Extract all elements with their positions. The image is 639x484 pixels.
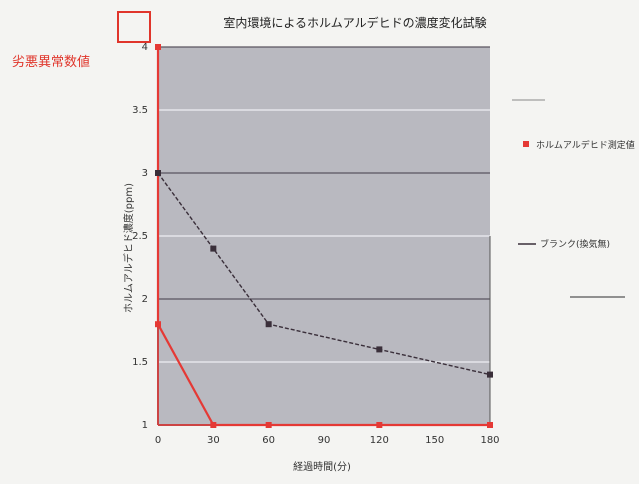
x-tick-label: 120 bbox=[370, 435, 389, 446]
x-tick-label: 30 bbox=[207, 435, 220, 446]
annotation-label: 劣悪異常数値 bbox=[12, 54, 90, 70]
legend-label-series-1: ホルムアルデヒド測定値 bbox=[536, 139, 635, 151]
annotation-box bbox=[117, 11, 151, 43]
legend-label-series-2: ブランク(換気無) bbox=[540, 238, 610, 250]
legend: ホルムアルデヒド測定値 ブランク(換気無) bbox=[512, 99, 635, 298]
y-tick-label: 4 bbox=[142, 42, 148, 53]
series-1-point bbox=[376, 422, 383, 428]
grid-layer bbox=[158, 46, 490, 363]
x-tick-label: 60 bbox=[262, 435, 275, 446]
series-1-point bbox=[210, 422, 217, 428]
y-tick-label: 3 bbox=[142, 168, 148, 179]
series-2-point bbox=[376, 346, 383, 353]
y-axis-title: ホルムアルデヒド濃度(ppm) bbox=[122, 183, 135, 313]
series-1-point bbox=[155, 321, 161, 328]
series-2-point bbox=[210, 245, 217, 252]
series-2-point bbox=[487, 371, 493, 378]
x-tick-label: 150 bbox=[425, 435, 444, 446]
y-tick-label: 3.5 bbox=[132, 105, 148, 116]
y-tick-label: 1 bbox=[142, 420, 148, 431]
series-2-point bbox=[155, 170, 161, 176]
legend-marker-series-1 bbox=[523, 141, 529, 147]
x-axis-title: 経過時間(分) bbox=[293, 460, 351, 473]
series-1-point bbox=[265, 422, 272, 428]
series-1-point bbox=[155, 44, 161, 50]
y-tick-label: 2 bbox=[142, 294, 148, 305]
x-tick-label: 90 bbox=[318, 435, 331, 446]
x-tick-label: 180 bbox=[480, 435, 499, 446]
x-tick-label: 0 bbox=[155, 435, 161, 446]
series-1-point bbox=[487, 422, 493, 428]
y-tick-label: 2.5 bbox=[132, 231, 148, 242]
series-layer bbox=[155, 44, 493, 428]
series-2-point bbox=[265, 321, 272, 328]
y-tick-label: 1.5 bbox=[132, 357, 148, 368]
chart-title: 室内環境によるホルムアルデヒドの濃度変化試験 bbox=[223, 15, 486, 30]
series-line-1 bbox=[156, 47, 490, 427]
